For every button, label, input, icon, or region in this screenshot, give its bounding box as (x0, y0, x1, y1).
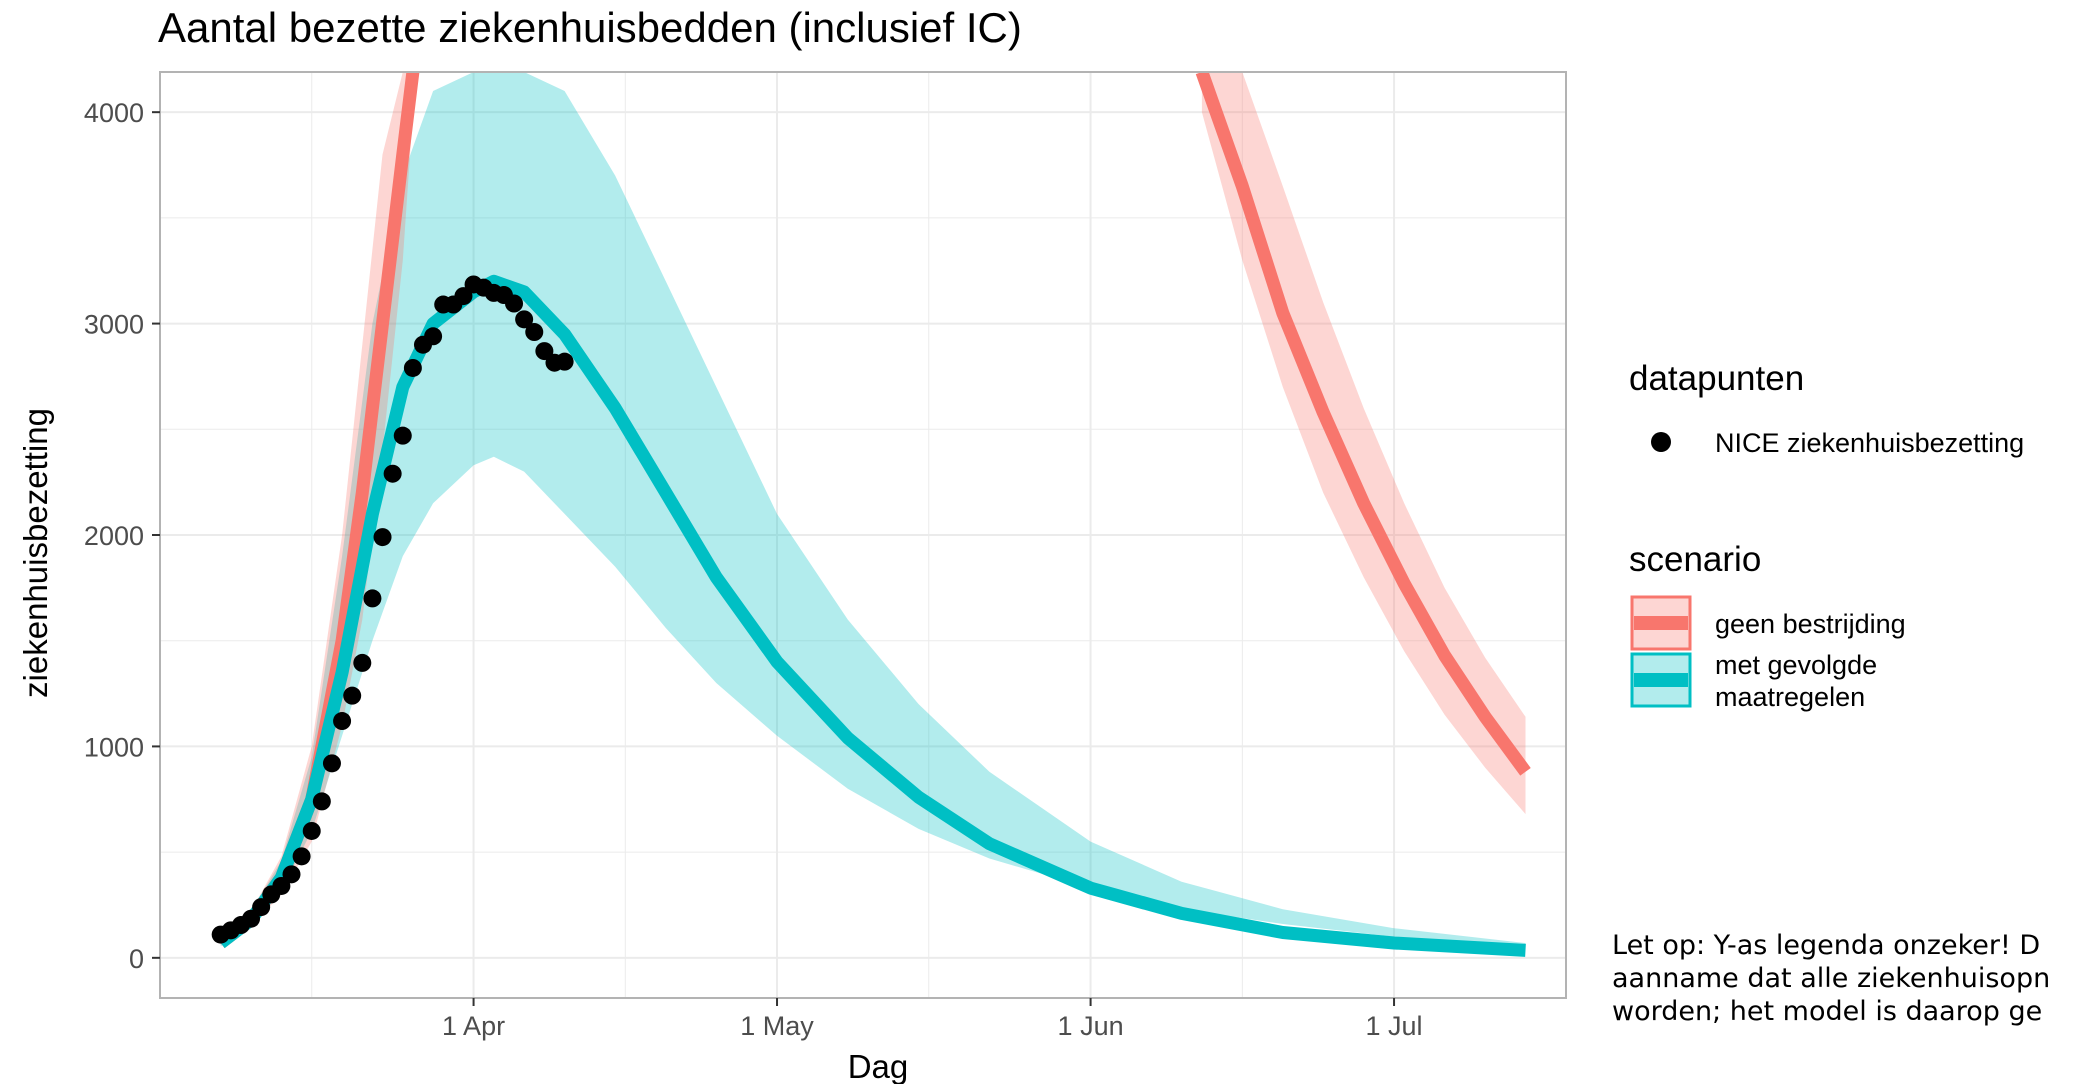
data-point (525, 323, 544, 342)
data-point (343, 686, 362, 705)
data-point (535, 342, 554, 361)
data-point (312, 792, 331, 811)
legend-label-nice: NICE ziekenhuisbezetting (1715, 428, 2024, 458)
data-point (424, 327, 443, 346)
data-point (403, 358, 422, 377)
legend: datapunten NICE ziekenhuisbezetting scen… (1629, 359, 2024, 712)
data-point (272, 876, 291, 895)
data-point (373, 528, 392, 547)
annotation-note: Let op: Y-as legenda onzeker! D aanname … (1612, 930, 2050, 1027)
x-axis-title: Dag (848, 1048, 909, 1084)
data-point (282, 865, 301, 884)
data-point (252, 898, 271, 917)
line-met-gevolgde-maatregelen (216, 274, 1526, 957)
data-point (383, 464, 402, 483)
legend-title-datapunten: datapunten (1629, 359, 1804, 398)
legend-label-geen-bestrijding: geen bestrijding (1715, 609, 1906, 639)
grid (160, 72, 1566, 998)
data-point (505, 294, 524, 313)
data-point (333, 712, 352, 731)
chart-title: Aantal bezette ziekenhuisbedden (inclusi… (158, 4, 1022, 51)
x-tick-label: 1 Jun (1058, 1011, 1124, 1041)
axis-ticks: 0 1000 2000 3000 4000 1 Apr 1 May 1 Jun 1 Jul (84, 98, 1423, 1041)
data-point (393, 426, 412, 445)
data-point (322, 754, 341, 773)
band-met-gevolgde-maatregelen (220, 72, 1526, 947)
x-tick-label: 1 May (740, 1011, 814, 1041)
annotation-line-3: worden; het model is daarop ge (1612, 996, 2042, 1027)
data-point (454, 287, 473, 306)
legend-key-nice (1651, 432, 1671, 452)
data-point (515, 310, 534, 329)
y-tick-label: 2000 (84, 521, 144, 551)
data-point (353, 653, 372, 672)
data-point (363, 589, 382, 608)
confidence-bands (220, 72, 1526, 947)
x-tick-label: 1 Apr (442, 1011, 505, 1041)
data-point (555, 352, 574, 371)
y-tick-label: 1000 (84, 732, 144, 762)
y-tick-label: 3000 (84, 310, 144, 340)
band-geen-bestrijding-2 (1201, 72, 1526, 815)
legend-key-met-gevolgde-maatregelen (1630, 652, 1692, 708)
legend-title-scenario: scenario (1629, 540, 1761, 579)
line-geen-bestrijding-2 (1195, 72, 1531, 776)
data-point (302, 821, 321, 840)
y-tick-label: 4000 (84, 98, 144, 128)
data-points (211, 275, 574, 944)
annotation-line-1: Let op: Y-as legenda onzeker! D (1612, 930, 2040, 961)
y-tick-label: 0 (129, 944, 144, 974)
data-point (292, 847, 311, 866)
y-axis-title: ziekenhuisbezetting (17, 408, 54, 698)
legend-label-met-gevolgde-maatregelen: met gevolgde maatregelen (1715, 650, 1885, 712)
legend-key-geen-bestrijding (1630, 595, 1692, 651)
annotation-line-2: aanname dat alle ziekenhuisopn (1612, 963, 2050, 994)
x-tick-label: 1 Jul (1366, 1011, 1423, 1041)
data-point (242, 909, 261, 928)
